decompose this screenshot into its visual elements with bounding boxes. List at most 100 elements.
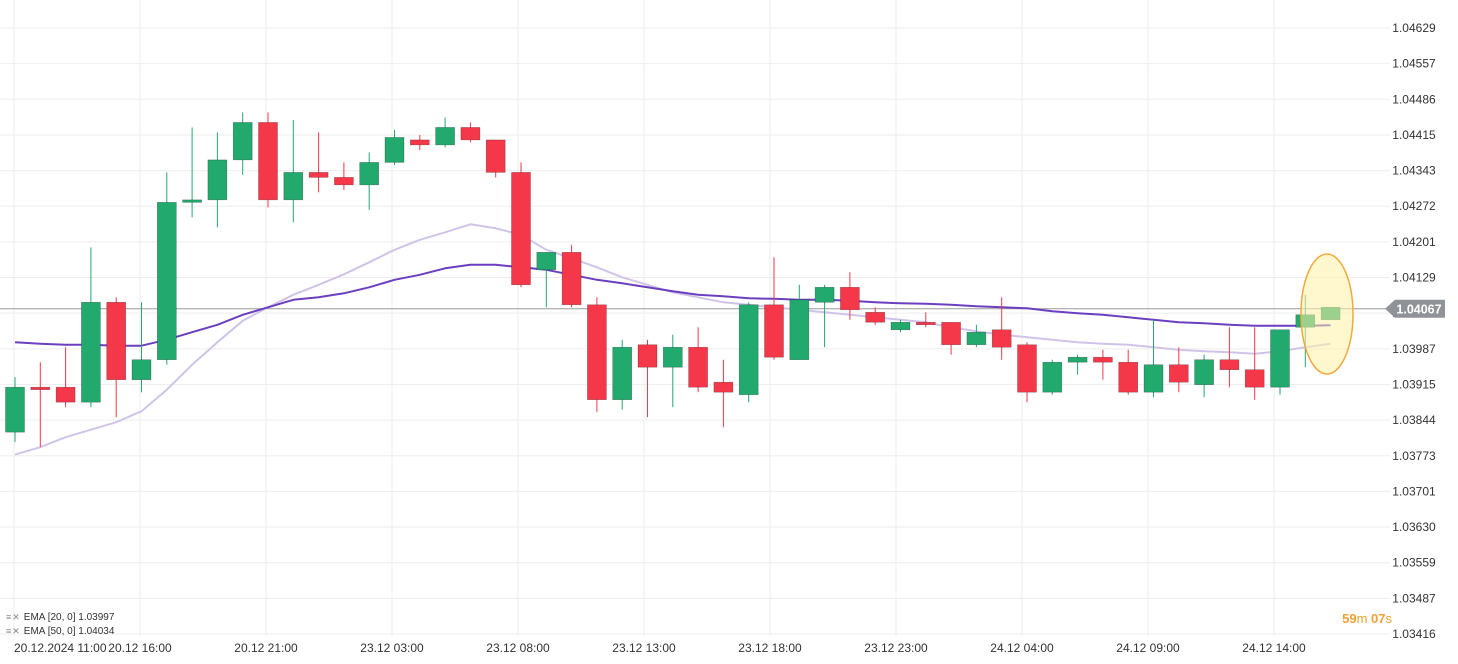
- candle: [840, 272, 860, 320]
- candle: [182, 127, 202, 218]
- x-tick-label: 24.12 14:00: [1242, 641, 1306, 655]
- candle: [511, 162, 531, 288]
- ema20-legend[interactable]: ≡✕ EMA [20, 0] 1.03997: [6, 612, 114, 623]
- candle: [334, 162, 354, 190]
- y-tick-label: 1.04272: [1392, 199, 1436, 213]
- candle: [637, 339, 658, 418]
- candle: [713, 359, 734, 428]
- y-tick-label: 1.03630: [1392, 520, 1436, 534]
- y-tick-label: 1.04343: [1392, 164, 1436, 178]
- x-tick-label: 23.12 23:00: [864, 641, 928, 655]
- candle-body: [157, 202, 177, 361]
- candle-body: [1219, 359, 1240, 371]
- candle-body: [485, 139, 506, 173]
- x-tick-label: 24.12 09:00: [1116, 641, 1180, 655]
- timer-seconds-unit: s: [1385, 611, 1393, 626]
- candle-body: [283, 172, 304, 201]
- candle-body: [409, 139, 430, 146]
- candle-body: [106, 301, 126, 381]
- ema20-line: [14, 263, 1331, 347]
- candle: [789, 284, 810, 361]
- candle-body: [814, 286, 835, 303]
- candle-body: [1118, 361, 1138, 393]
- candle-body: [561, 252, 582, 306]
- candle: [991, 297, 1012, 360]
- candle: [232, 112, 253, 175]
- candle: [1017, 342, 1037, 403]
- candle-body: [1093, 356, 1113, 363]
- candle: [384, 129, 405, 165]
- candle: [1067, 354, 1088, 375]
- candle-body: [1042, 361, 1063, 393]
- candle-body: [5, 386, 25, 433]
- candle: [1244, 327, 1265, 400]
- y-tick-label: 1.03915: [1392, 377, 1436, 391]
- y-tick-label: 1.03416: [1392, 627, 1436, 641]
- candle: [1042, 359, 1063, 395]
- ema50-settings-icon[interactable]: ≡✕: [6, 626, 21, 636]
- current-price-tag: [1385, 299, 1445, 318]
- candle-body: [384, 137, 405, 163]
- timer-minutes-unit: m: [1356, 611, 1368, 626]
- candle: [1219, 327, 1240, 388]
- candle-body: [308, 172, 329, 178]
- candle-body: [738, 304, 759, 395]
- candle-body: [764, 304, 784, 358]
- y-tick-label: 1.03487: [1392, 591, 1436, 605]
- candle: [915, 312, 936, 328]
- candle-body: [840, 286, 860, 311]
- candle-body: [587, 304, 607, 400]
- y-tick-label: 1.04129: [1392, 271, 1436, 285]
- candle: [1169, 347, 1189, 393]
- candle-body: [511, 172, 531, 286]
- candle-body: [1194, 359, 1214, 386]
- candle-body: [890, 321, 911, 331]
- candle: [106, 297, 126, 418]
- current-price-label: 1.04067: [1396, 302, 1441, 316]
- y-tick-label: 1.03773: [1392, 449, 1436, 463]
- candle-body: [1244, 369, 1265, 388]
- ema50-legend[interactable]: ≡✕ EMA [50, 0] 1.04034: [6, 626, 114, 637]
- candle: [308, 132, 329, 193]
- candle-body: [334, 177, 354, 186]
- candle-body: [865, 311, 886, 323]
- candle: [55, 347, 76, 408]
- candle: [738, 302, 759, 403]
- candle-body: [941, 321, 961, 346]
- candle: [941, 321, 961, 355]
- candle: [131, 302, 152, 393]
- candle-body: [232, 122, 253, 161]
- highlight-ellipse: [1300, 253, 1354, 375]
- y-tick-label: 1.04486: [1392, 92, 1436, 106]
- candle: [435, 117, 455, 148]
- candle-body: [789, 299, 810, 361]
- candle: [409, 134, 430, 150]
- candle-body: [637, 344, 658, 368]
- candle-body: [435, 127, 455, 146]
- candle: [157, 172, 177, 365]
- x-tick-label: 20.12 16:00: [108, 641, 172, 655]
- candle: [359, 152, 380, 210]
- candle-body: [258, 122, 278, 201]
- candle-body: [536, 252, 557, 271]
- candle-countdown: 59m 07s: [1342, 611, 1392, 626]
- candle: [612, 339, 633, 410]
- y-tick-label: 1.04201: [1392, 235, 1436, 249]
- candle-body: [662, 346, 683, 368]
- candle-body: [1270, 329, 1290, 388]
- candle: [536, 252, 557, 308]
- candle-body: [81, 301, 101, 403]
- candle-body: [688, 346, 708, 388]
- candle: [814, 284, 835, 348]
- candle-body: [30, 386, 51, 391]
- y-tick-label: 1.03844: [1392, 413, 1436, 427]
- y-tick-label: 1.04629: [1392, 21, 1436, 35]
- candle: [81, 247, 101, 408]
- y-tick-label: 1.03559: [1392, 556, 1436, 570]
- candle: [688, 327, 708, 393]
- candle-body: [1017, 344, 1037, 393]
- ema20-settings-icon[interactable]: ≡✕: [6, 612, 21, 622]
- candle-body: [1143, 364, 1164, 393]
- y-tick-label: 1.04415: [1392, 128, 1436, 142]
